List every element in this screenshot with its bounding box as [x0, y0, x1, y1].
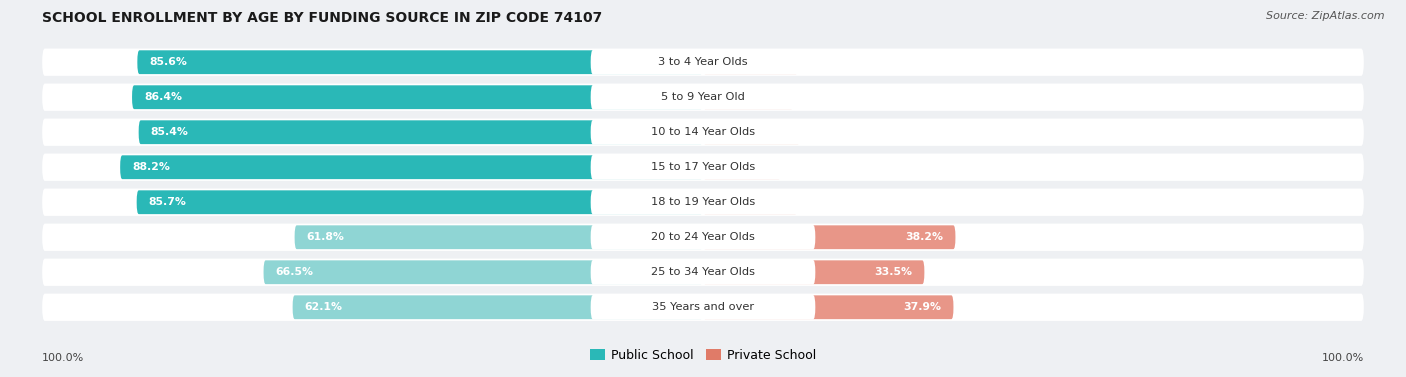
FancyBboxPatch shape	[703, 120, 800, 144]
FancyBboxPatch shape	[42, 224, 1364, 251]
FancyBboxPatch shape	[703, 155, 780, 179]
Text: 14.7%: 14.7%	[751, 127, 789, 137]
FancyBboxPatch shape	[703, 295, 953, 319]
Legend: Public School, Private School: Public School, Private School	[585, 344, 821, 367]
Text: 86.4%: 86.4%	[143, 92, 181, 102]
Text: 14.3%: 14.3%	[748, 197, 786, 207]
Text: 11.8%: 11.8%	[731, 162, 769, 172]
FancyBboxPatch shape	[42, 119, 1364, 146]
FancyBboxPatch shape	[703, 261, 924, 284]
FancyBboxPatch shape	[591, 260, 815, 285]
FancyBboxPatch shape	[591, 50, 815, 75]
Text: 33.5%: 33.5%	[875, 267, 912, 277]
FancyBboxPatch shape	[42, 294, 1364, 321]
FancyBboxPatch shape	[591, 120, 815, 144]
FancyBboxPatch shape	[136, 190, 703, 214]
Text: 100.0%: 100.0%	[1322, 353, 1364, 363]
Text: 88.2%: 88.2%	[132, 162, 170, 172]
FancyBboxPatch shape	[263, 261, 703, 284]
Text: 15 to 17 Year Olds: 15 to 17 Year Olds	[651, 162, 755, 172]
Text: 14.4%: 14.4%	[748, 57, 786, 67]
Text: 5 to 9 Year Old: 5 to 9 Year Old	[661, 92, 745, 102]
FancyBboxPatch shape	[591, 225, 815, 250]
Text: 85.7%: 85.7%	[149, 197, 187, 207]
FancyBboxPatch shape	[703, 50, 799, 74]
FancyBboxPatch shape	[139, 120, 703, 144]
Text: 35 Years and over: 35 Years and over	[652, 302, 754, 312]
FancyBboxPatch shape	[132, 85, 703, 109]
FancyBboxPatch shape	[42, 259, 1364, 286]
Text: Source: ZipAtlas.com: Source: ZipAtlas.com	[1267, 11, 1385, 21]
FancyBboxPatch shape	[591, 85, 815, 109]
Text: 66.5%: 66.5%	[276, 267, 314, 277]
FancyBboxPatch shape	[591, 155, 815, 179]
Text: 10 to 14 Year Olds: 10 to 14 Year Olds	[651, 127, 755, 137]
FancyBboxPatch shape	[42, 188, 1364, 216]
FancyBboxPatch shape	[295, 225, 703, 249]
FancyBboxPatch shape	[138, 50, 703, 74]
Text: 85.6%: 85.6%	[149, 57, 187, 67]
Text: SCHOOL ENROLLMENT BY AGE BY FUNDING SOURCE IN ZIP CODE 74107: SCHOOL ENROLLMENT BY AGE BY FUNDING SOUR…	[42, 11, 602, 25]
Text: 25 to 34 Year Olds: 25 to 34 Year Olds	[651, 267, 755, 277]
Text: 3 to 4 Year Olds: 3 to 4 Year Olds	[658, 57, 748, 67]
Text: 18 to 19 Year Olds: 18 to 19 Year Olds	[651, 197, 755, 207]
FancyBboxPatch shape	[703, 85, 793, 109]
FancyBboxPatch shape	[703, 190, 797, 214]
Text: 20 to 24 Year Olds: 20 to 24 Year Olds	[651, 232, 755, 242]
Text: 100.0%: 100.0%	[42, 353, 84, 363]
FancyBboxPatch shape	[42, 153, 1364, 181]
FancyBboxPatch shape	[292, 295, 703, 319]
Text: 13.7%: 13.7%	[744, 92, 782, 102]
FancyBboxPatch shape	[591, 190, 815, 215]
FancyBboxPatch shape	[703, 225, 956, 249]
Text: 62.1%: 62.1%	[305, 302, 343, 312]
FancyBboxPatch shape	[42, 49, 1364, 76]
FancyBboxPatch shape	[591, 295, 815, 320]
Text: 37.9%: 37.9%	[904, 302, 942, 312]
Text: 85.4%: 85.4%	[150, 127, 188, 137]
FancyBboxPatch shape	[42, 84, 1364, 111]
Text: 38.2%: 38.2%	[905, 232, 943, 242]
FancyBboxPatch shape	[120, 155, 703, 179]
Text: 61.8%: 61.8%	[307, 232, 344, 242]
